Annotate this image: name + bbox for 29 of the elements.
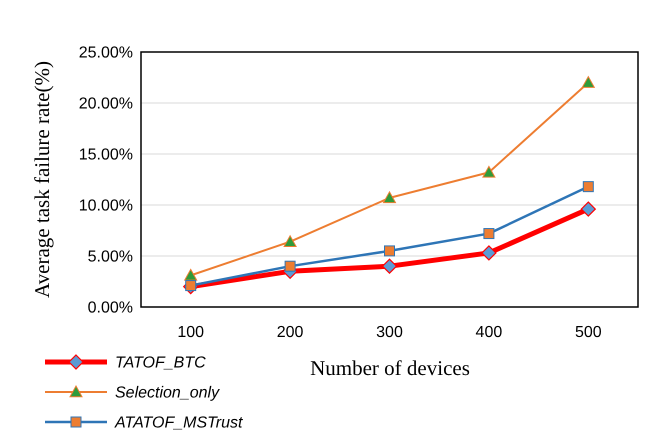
y-tick-label: 25.00% <box>78 44 133 62</box>
y-tick-label: 15.00% <box>78 146 133 164</box>
point <box>483 228 494 240</box>
y-tick-label: 5.00% <box>88 248 133 266</box>
point <box>582 181 594 192</box>
legend-label: ATATOF_MSTrust <box>114 414 243 432</box>
point <box>382 258 398 274</box>
point <box>384 245 395 256</box>
point <box>481 245 496 261</box>
legend-label: Selection_only <box>115 384 220 402</box>
point <box>184 268 198 281</box>
y-tick-label: 0.00% <box>88 300 133 317</box>
point <box>284 235 297 248</box>
point <box>482 166 496 178</box>
y-tick-label: 20.00% <box>78 96 133 113</box>
point <box>580 201 596 217</box>
x-tick-label: 300 <box>376 324 403 341</box>
point <box>284 260 296 272</box>
legend-label: TATOF_BTC <box>115 354 206 372</box>
x-tick-label: 500 <box>574 324 602 341</box>
point <box>185 280 196 292</box>
x-tick-label: 200 <box>276 324 304 341</box>
point <box>582 76 595 88</box>
y-tick-label: 10.00% <box>78 198 133 215</box>
point <box>383 191 396 204</box>
x-tick-label: 100 <box>177 324 204 341</box>
y-axis-title: Average task failure rate(%) <box>30 61 54 298</box>
x-axis-title: Number of devices <box>310 356 470 380</box>
x-tick-label: 400 <box>476 324 502 341</box>
